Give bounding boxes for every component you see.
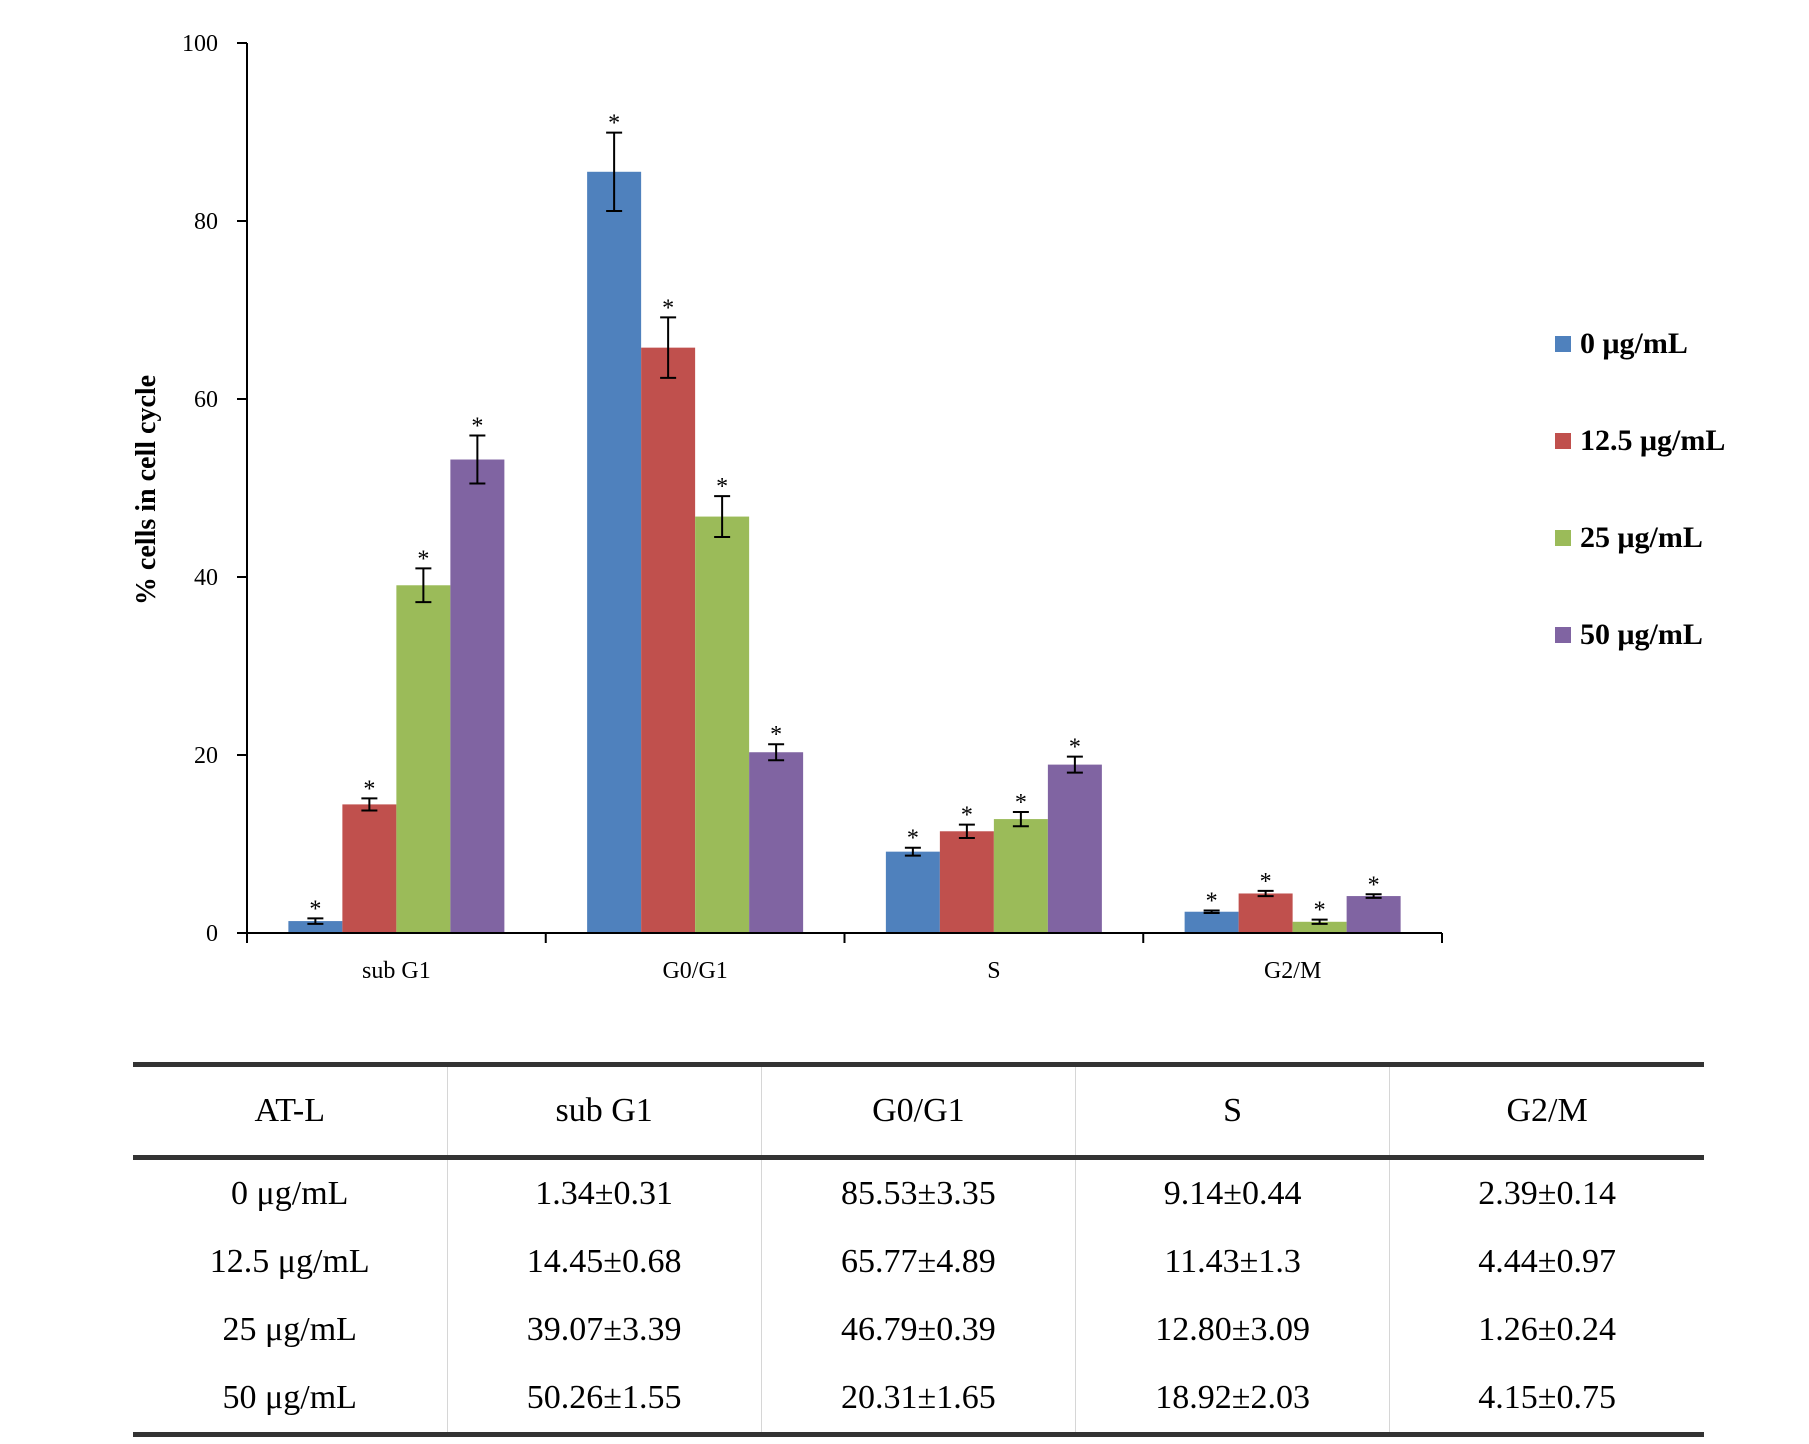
table-cell: 39.07±3.39: [446, 1296, 762, 1364]
significance-marker: *: [417, 546, 429, 572]
y-tick-label: 100: [182, 31, 218, 57]
bar: [587, 171, 642, 933]
significance-marker: *: [471, 413, 483, 439]
significance-marker: *: [716, 474, 728, 500]
table-cell: 85.53±3.35: [760, 1157, 1076, 1228]
table-row: 50 μg/mL 50.26±1.55 20.31±1.65 18.92±2.0…: [133, 1364, 1704, 1437]
legend-swatch: [1555, 530, 1571, 546]
table-cell: 1.26±0.24: [1389, 1296, 1704, 1364]
legend-swatch: [1555, 627, 1571, 643]
table-cell: 0 μg/mL: [231, 1175, 349, 1212]
bar: [695, 516, 750, 933]
x-category-label: G0/G1: [662, 958, 727, 984]
table-cell: 14.45±0.68: [446, 1228, 762, 1296]
bar: [396, 585, 451, 933]
table-cell: 12.80±3.09: [1074, 1296, 1390, 1364]
bar: [749, 752, 804, 933]
table-cell: 50.26±1.55: [446, 1364, 762, 1437]
significance-marker: *: [1314, 898, 1326, 924]
legend-swatch: [1555, 433, 1571, 449]
bar: [1292, 921, 1347, 933]
table-row: 25 μg/mL 39.07±3.39 46.79±0.39 12.80±3.0…: [133, 1296, 1704, 1364]
x-category-label: S: [987, 958, 1000, 984]
bar: [939, 831, 994, 933]
table-cell: 12.5 μg/mL: [209, 1243, 370, 1280]
y-tick-label: 20: [194, 743, 218, 769]
table-row: 12.5 μg/mL 14.45±0.68 65.77±4.89 11.43±1…: [133, 1228, 1704, 1296]
x-category-label: G2/M: [1264, 958, 1321, 984]
table-cell: 50 μg/mL: [133, 1364, 447, 1437]
significance-marker: *: [907, 826, 919, 852]
bar: [885, 851, 940, 933]
bars-layer: * * * * * * * * * * * * * * * *: [288, 111, 1401, 934]
bar: [288, 921, 343, 933]
table-header-row: AT-L sub G1 G0/G1 S G2/M: [133, 1062, 1704, 1160]
significance-marker: *: [1368, 872, 1380, 898]
ticks-layer: 0 20 40 60 80 100 sub G1 G0/G1 S G2/M: [182, 31, 1443, 984]
table-cell: 11.43±1.3: [1074, 1228, 1390, 1296]
significance-marker: *: [309, 896, 321, 922]
significance-marker: *: [662, 295, 674, 321]
bar-chart: * * * * * * * * * * * * * * * * 0 20 40 60 80 100 sub G1 G0/G1…: [131, 31, 1725, 984]
legend-label: 50 μg/mL: [1580, 618, 1703, 651]
cell-cycle-table: AT-L sub G1 G0/G1 S G2/M 0 μg/mL 1.34±0.…: [133, 1062, 1704, 1437]
table-cell: 1.34±0.31: [446, 1157, 762, 1228]
table-cell: 25 μg/mL: [222, 1311, 357, 1348]
y-tick-label: 80: [194, 209, 218, 235]
bar: [1346, 896, 1401, 933]
bar: [1047, 764, 1102, 933]
legend-label: 25 μg/mL: [1580, 521, 1703, 554]
significance-marker: *: [1260, 869, 1272, 895]
bar: [1238, 893, 1293, 933]
bar: [450, 459, 505, 933]
significance-marker: *: [770, 722, 782, 748]
significance-marker: *: [1206, 888, 1218, 914]
y-tick-label: 60: [194, 387, 218, 413]
table-header-cell: G0/G1: [760, 1062, 1076, 1160]
bar: [993, 819, 1048, 933]
legend: 0 μg/mL 12.5 μg/mL 25 μg/mL 50 μg/mL: [1555, 327, 1725, 651]
table-cell: 18.92±2.03: [1074, 1364, 1390, 1437]
table-cell: 65.77±4.89: [760, 1228, 1076, 1296]
significance-marker: *: [363, 776, 375, 802]
data-table: AT-L sub G1 G0/G1 S G2/M 0 μg/mL 1.34±0.…: [133, 1062, 1704, 1437]
y-tick-label: 0: [206, 921, 218, 947]
bar: [1184, 911, 1239, 933]
y-axis-label: % cells in cell cycle: [131, 375, 162, 605]
table-cell: 46.79±0.39: [760, 1296, 1076, 1364]
table-cell: 20.31±1.65: [760, 1364, 1076, 1437]
table-cell: 4.15±0.75: [1389, 1364, 1704, 1437]
table-header-cell: S: [1074, 1062, 1390, 1160]
bar: [342, 804, 397, 933]
table-cell: 4.44±0.97: [1389, 1228, 1704, 1296]
legend-swatch: [1555, 336, 1571, 352]
x-category-label: sub G1: [362, 958, 431, 984]
significance-marker: *: [961, 803, 973, 829]
significance-marker: *: [1015, 790, 1027, 816]
table-header-cell: AT-L: [133, 1062, 447, 1160]
table-header-cell: sub G1: [446, 1062, 762, 1160]
y-tick-label: 40: [194, 565, 218, 591]
legend-label: 12.5 μg/mL: [1580, 424, 1725, 457]
significance-marker: *: [1069, 735, 1081, 761]
table-cell: 9.14±0.44: [1074, 1157, 1390, 1228]
table-header-cell: G2/M: [1389, 1062, 1704, 1160]
bar: [641, 347, 696, 934]
legend-label: 0 μg/mL: [1580, 327, 1688, 360]
table-cell: 2.39±0.14: [1389, 1157, 1704, 1228]
significance-marker: *: [608, 111, 620, 137]
table-row: 0 μg/mL 1.34±0.31 85.53±3.35 9.14±0.44 2…: [133, 1157, 1704, 1228]
